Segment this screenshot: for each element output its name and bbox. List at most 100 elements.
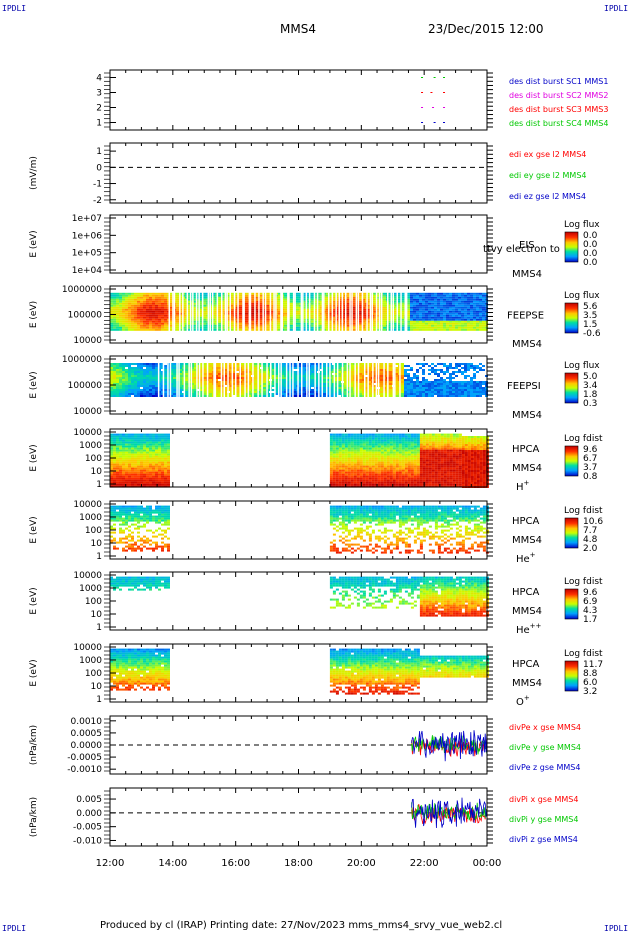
colorbar-tick: 4.3 xyxy=(583,606,597,616)
ytick-label: 1000 xyxy=(79,656,102,666)
ytick-label: 10000 xyxy=(73,500,102,510)
ytick-label: -0.005 xyxy=(73,823,102,833)
ytick-label: -0.010 xyxy=(73,836,102,846)
ytick-label: 10000 xyxy=(73,407,102,417)
colorbar-tick: 0.3 xyxy=(583,399,597,409)
legend-entry: des dist burst SC2 MMS2 xyxy=(509,91,608,100)
ylabel-divpe: (nPa/km) xyxy=(29,725,39,765)
ytick-label: 100000 xyxy=(68,381,103,391)
ylabel-edi: (mV/m) xyxy=(29,156,39,190)
colorbar-tick: 7.7 xyxy=(583,526,597,536)
time-tick-label: 16:00 xyxy=(221,858,250,869)
ytick-label: 4 xyxy=(96,74,102,84)
ytick-label: 10000 xyxy=(73,643,102,653)
ytick-label: 1e+04 xyxy=(72,266,103,276)
ylabel-feepse: E (eV) xyxy=(29,301,39,328)
colorbar-title-hpca_o: Log fdist xyxy=(564,649,603,659)
ytick-label: 100 xyxy=(85,454,102,464)
colorbar-tick: 0.0 xyxy=(583,249,598,259)
legend-entry: des dist burst SC4 MMS4 xyxy=(509,119,608,128)
series-line xyxy=(411,730,488,762)
ytick-label: 10 xyxy=(91,682,103,692)
overlay-label: ttvy electron to xyxy=(483,244,560,255)
ylabel-divpi: (nPa/km) xyxy=(29,797,39,837)
ytick-label: 1000000 xyxy=(62,355,102,365)
ylabel-hpca_hepp: E (eV) xyxy=(29,587,39,614)
ytick-label: 100 xyxy=(85,669,102,679)
ytick-label: 1000 xyxy=(79,441,102,451)
colorbar-tick: 11.7 xyxy=(583,660,603,670)
colorbar-tick: 0.0 xyxy=(583,231,598,241)
colorbar-eis xyxy=(564,231,579,263)
spectrogram-feepsi xyxy=(110,363,488,397)
spacecraft-label: MMS4 xyxy=(512,606,542,617)
colorbar-hpca_o xyxy=(564,660,579,692)
ytick-label: 1 xyxy=(96,147,102,157)
species-label: O+ xyxy=(516,694,530,708)
ylabel-hpca_o: E (eV) xyxy=(29,659,39,686)
colorbar-tick: 1.7 xyxy=(583,615,597,625)
ytick-label: 0 xyxy=(96,163,102,173)
ytick-label: 1000000 xyxy=(62,285,102,295)
time-tick-label: 22:00 xyxy=(410,858,439,869)
spectrogram-feepse xyxy=(110,292,488,331)
ytick-label: 1 xyxy=(96,480,102,490)
ytick-label: 1000 xyxy=(79,513,102,523)
legend-entry: divPe x gse MMS4 xyxy=(509,723,581,732)
colorbar-tick: 0.0 xyxy=(583,240,598,250)
instrument-label: HPCA xyxy=(512,444,540,455)
ytick-label: 0.0005 xyxy=(71,729,103,739)
instrument-label: HPCA xyxy=(512,659,540,670)
legend-entry: des dist burst SC3 MMS3 xyxy=(509,105,608,114)
ytick-label: -0.0005 xyxy=(67,753,102,763)
ytick-label: 1000 xyxy=(79,584,102,594)
legend-entry: des dist burst SC1 MMS1 xyxy=(509,77,608,86)
instrument-label: FEEPSE xyxy=(507,311,544,322)
instrument-label: HPCA xyxy=(512,587,540,598)
data-gaps-feepse xyxy=(168,286,408,343)
colorbar-tick: 3.2 xyxy=(583,687,597,697)
time-tick-label: 14:00 xyxy=(158,858,187,869)
ytick-label: 10 xyxy=(91,610,103,620)
colorbar-tick: 9.6 xyxy=(583,588,598,598)
spectrogram-hpca_h xyxy=(110,433,489,488)
colorbar-title-feepsi: Log flux xyxy=(564,361,600,371)
spacecraft-label: MMS4 xyxy=(512,535,542,546)
colorbar-title-eis: Log flux xyxy=(564,220,600,230)
species-label: H+ xyxy=(516,479,530,493)
colorbar-feepse xyxy=(564,302,579,334)
colorbar-tick: 1.8 xyxy=(583,390,598,400)
ytick-label: 1e+07 xyxy=(72,214,102,224)
colorbar-title-feepse: Log flux xyxy=(564,291,600,301)
colorbar-tick: 1.5 xyxy=(583,320,597,330)
species-label: He+ xyxy=(516,551,536,565)
colorbar-tick: 5.0 xyxy=(583,372,598,382)
ytick-label: 10 xyxy=(91,539,103,549)
time-tick-label: 18:00 xyxy=(284,858,313,869)
colorbar-title-hpca_hepp: Log fdist xyxy=(564,577,603,587)
colorbar-hpca_hepp xyxy=(564,588,579,620)
footer-credits: Produced by cl (IRAP) Printing date: 27/… xyxy=(100,920,503,931)
ytick-label: 3 xyxy=(96,89,102,99)
header-spacecraft: MMS4 xyxy=(280,22,316,36)
ytick-label: 1 xyxy=(96,119,102,129)
colorbar-tick: 6.0 xyxy=(583,678,598,688)
corner-mark-br: IPDLI xyxy=(604,924,629,933)
colorbar-tick: -0.6 xyxy=(583,329,601,339)
spacecraft-label: MMS4 xyxy=(512,269,542,280)
colorbar-tick: 5.6 xyxy=(583,302,598,312)
ytick-label: 1 xyxy=(96,695,102,705)
colorbar-tick: 6.9 xyxy=(583,597,598,607)
colorbar-hpca_h xyxy=(564,445,579,477)
ylabel-feepsi: E (eV) xyxy=(29,371,39,398)
spacecraft-label: MMS4 xyxy=(512,410,542,421)
series-line xyxy=(411,797,488,829)
species-label: He++ xyxy=(516,622,542,636)
colorbar-hpca_he xyxy=(564,517,579,549)
legend-entry: edi ey gse l2 MMS4 xyxy=(509,171,587,180)
time-tick-label: 20:00 xyxy=(347,858,376,869)
legend-entry: divPi x gse MMS4 xyxy=(509,795,578,804)
colorbar-tick: 0.0 xyxy=(583,258,598,268)
ytick-label: 1 xyxy=(96,623,102,633)
